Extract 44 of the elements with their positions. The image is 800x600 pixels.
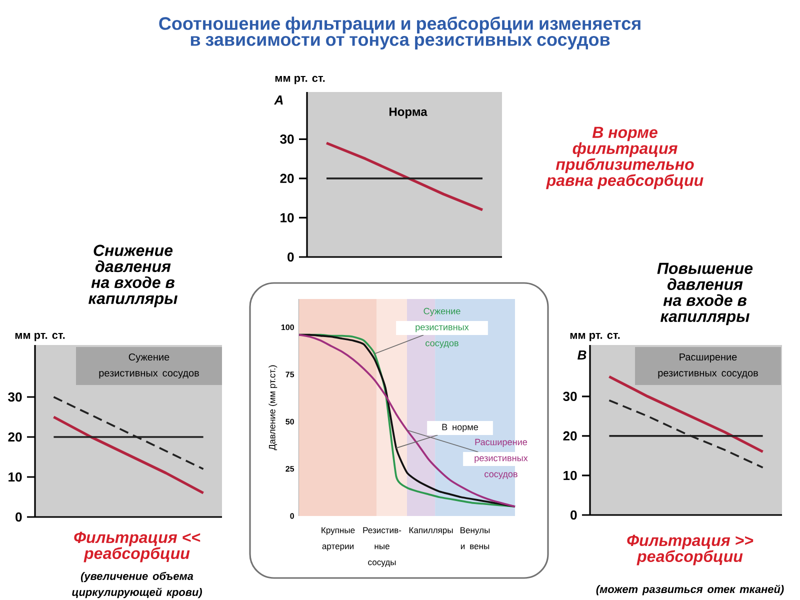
chart-title: Снижение давления на входе в капилляры bbox=[88, 244, 178, 308]
line-series bbox=[608, 399, 764, 468]
y-tick-label: 30 bbox=[280, 134, 294, 144]
line-series bbox=[52, 416, 205, 494]
y-tick-label: 30 bbox=[8, 392, 22, 402]
text: Норма bbox=[390, 108, 428, 118]
y-tick-label: 25 bbox=[286, 466, 294, 472]
y-tick-label: 0 bbox=[290, 513, 294, 519]
y-tick-label: 20 bbox=[8, 432, 22, 442]
y-tick-label: 0 bbox=[570, 510, 577, 520]
y-tick-label: 0 bbox=[288, 252, 294, 262]
y-axis-title: Давление (мм рт.ст.) bbox=[268, 365, 278, 450]
y-tick-label: 10 bbox=[8, 472, 22, 482]
y-tick-label: 30 bbox=[563, 392, 577, 402]
text: (увеличение объема циркулирующей крови) bbox=[72, 572, 202, 598]
text: Венулы и вены bbox=[460, 527, 490, 550]
text: Фильтрация >> реабсорбции bbox=[627, 534, 754, 566]
text: Фильтрация << реабсорбции bbox=[74, 532, 200, 562]
y-tick-label: 0 bbox=[16, 512, 22, 522]
text: В норме bbox=[442, 424, 478, 432]
text: Резистив-ные сосуды bbox=[363, 527, 402, 567]
text: В норме фильтрация приблизительно равна реабсорбции bbox=[546, 126, 704, 190]
y-axis-title: мм рт. ст. bbox=[275, 76, 325, 84]
annotation: Расширение резистивных сосудов bbox=[658, 354, 758, 378]
y-tick-label: 10 bbox=[280, 213, 294, 222]
text: (может развиться отек тканей) bbox=[596, 584, 784, 596]
y-tick-label: 10 bbox=[564, 470, 577, 480]
y-axis-title: мм рт. ст. bbox=[15, 332, 65, 342]
line-series bbox=[325, 142, 484, 212]
text: Сужение резистивных сосудов bbox=[416, 308, 469, 348]
annotation: Сужение резистивных сосудов bbox=[99, 353, 199, 379]
series-label: Расширение резистивных сосудов bbox=[474, 438, 528, 480]
y-tick-label: 75 bbox=[286, 372, 294, 378]
y-tick-label: 20 bbox=[280, 174, 294, 184]
text: Капилляры bbox=[409, 527, 453, 535]
y-tick-label: 100 bbox=[281, 324, 294, 330]
y-axis-title: мм рт. ст. bbox=[570, 332, 620, 342]
text: Соотношение фильтрации и реабсорбции изменяется в зависимости от тонуса резистивных сосудов bbox=[159, 16, 640, 50]
chart-title: Повышение давления на входе в капилляры bbox=[657, 262, 753, 326]
text: B bbox=[578, 350, 586, 360]
text: A bbox=[274, 96, 283, 104]
y-tick-label: 50 bbox=[286, 418, 294, 424]
text: Крупные артерии bbox=[322, 527, 355, 551]
y-tick-label: 20 bbox=[563, 431, 577, 441]
